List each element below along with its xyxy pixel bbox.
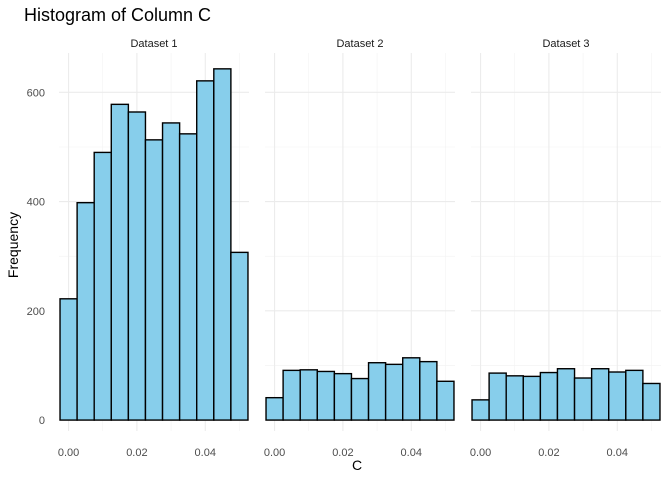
histogram-bar <box>367 362 387 421</box>
histogram-bar <box>265 396 284 421</box>
y-tick-label: 600 <box>27 87 45 99</box>
histogram-bar <box>282 369 301 421</box>
facet-panel: Dataset 3 0.00 0.02 0.04 <box>470 38 661 459</box>
x-tick-label: 0.00 <box>58 447 79 459</box>
histogram-bar <box>299 369 318 421</box>
facet-panels: Dataset 1 0.00 0.02 0.04 0 200 400 600 Dataset 2… <box>27 38 661 459</box>
y-tick-label: 200 <box>27 306 45 318</box>
histogram-bar <box>384 363 404 421</box>
histogram-bar <box>522 375 542 421</box>
histogram-bar <box>161 122 181 421</box>
histogram-bar <box>230 251 249 421</box>
x-tick-label: 0.02 <box>126 447 147 459</box>
facet-label: Dataset 2 <box>336 38 383 50</box>
facet-panel: Dataset 2 0.00 0.02 0.04 <box>264 38 455 459</box>
histogram-bar <box>178 133 198 421</box>
facet-label: Dataset 1 <box>130 38 177 50</box>
histogram-bar <box>436 380 455 421</box>
histogram-bar <box>144 139 164 421</box>
histogram-bar <box>608 371 627 421</box>
histogram-bar <box>642 382 661 421</box>
x-tick-label: 0.04 <box>195 447 216 459</box>
histogram-bar <box>556 368 576 421</box>
histogram-bar <box>573 377 593 421</box>
facet-panel: Dataset 1 0.00 0.02 0.04 0 200 400 600 <box>27 38 249 459</box>
histogram-bar <box>316 370 336 421</box>
histogram-bar <box>505 375 524 421</box>
histogram-bar <box>590 368 610 421</box>
chart-title: Histogram of Column C <box>24 5 211 25</box>
x-tick-label: 0.00 <box>470 447 491 459</box>
x-tick-label: 0.04 <box>401 447 422 459</box>
histogram-bar <box>127 111 147 421</box>
y-tick-label: 400 <box>27 197 45 209</box>
y-tick-label: 0 <box>39 415 45 427</box>
histogram-bar <box>539 371 559 421</box>
histogram-bar <box>213 68 232 421</box>
histogram-bar <box>419 360 438 421</box>
x-tick-label: 0.02 <box>332 447 353 459</box>
histogram-bar <box>402 357 421 421</box>
x-axis-title: C <box>352 457 362 473</box>
histogram-bar <box>76 201 95 421</box>
histogram-bar <box>333 372 353 421</box>
histogram-bar <box>196 80 215 421</box>
histogram-bar <box>350 377 370 421</box>
histogram-bar <box>625 369 644 421</box>
x-tick-label: 0.02 <box>538 447 559 459</box>
histogram-bar <box>110 103 130 421</box>
y-axis-title: Frequency <box>5 212 21 278</box>
x-tick-label: 0.04 <box>607 447 628 459</box>
histogram-bar <box>93 151 112 421</box>
histogram-bar <box>471 399 490 421</box>
facet-label: Dataset 3 <box>542 38 589 50</box>
x-tick-label: 0.00 <box>264 447 285 459</box>
histogram-bar <box>59 298 78 421</box>
histogram-bar <box>488 372 507 421</box>
